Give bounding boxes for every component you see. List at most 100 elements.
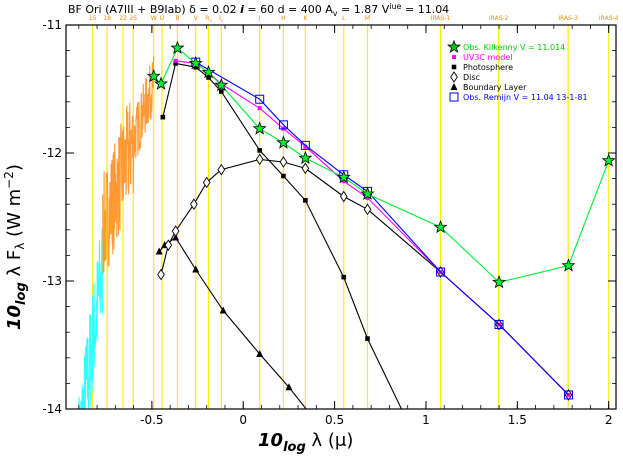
- series-layer: [146, 40, 616, 409]
- y-axis-label: 10log λ Fλ (W m−2): [2, 164, 29, 330]
- band-label-17: IRAS-3: [558, 15, 578, 22]
- y-tick-label-0: -14: [42, 402, 62, 416]
- series-4-point-7: [494, 320, 504, 330]
- series-4-point-6: [436, 267, 446, 277]
- iue-spectrum: [78, 55, 155, 409]
- series-5-point-11: [433, 219, 448, 234]
- y-label-exp: −2: [2, 171, 16, 189]
- series-5-point-14: [601, 153, 616, 167]
- title-i-value: = 60 d = 400 A: [244, 3, 333, 16]
- x-tick-label-2: 0.5: [325, 413, 344, 427]
- series-2-point-0: [160, 114, 166, 120]
- band-label-1: 18: [103, 15, 111, 22]
- y-label-close: ): [4, 164, 25, 171]
- series-0-point-6: [285, 383, 293, 391]
- plot-border: [65, 24, 617, 410]
- series-5-point-8: [298, 150, 313, 165]
- series-1-point-10: [363, 203, 372, 216]
- x-tick-label-1: 0: [239, 413, 247, 427]
- band-label-10: J: [258, 15, 261, 22]
- series-3-point-0: [173, 58, 178, 63]
- legend-label-0: Obs. Kilkenny V = 11.014: [463, 43, 565, 52]
- series-0-point-3: [192, 265, 200, 273]
- series-1-point-7: [279, 156, 288, 168]
- series-5-point-2: [170, 40, 185, 54]
- series-5-point-0: [146, 68, 161, 83]
- band-label-15: IRAS-1: [431, 15, 451, 22]
- series-2-point-4: [219, 89, 224, 94]
- band-lines: 15 18 22 25 W U B V Rc Ic J H K L M IRAS-1 IRAS-2 IRAS-3 I…: [89, 15, 619, 409]
- x-tick-label-4: 1.5: [508, 413, 527, 427]
- legend-label-4: Boundary Layer: [463, 83, 527, 92]
- chart-title: BF Ori (A7III + B9Iab) δ = 0.02 i = 60 d…: [68, 2, 449, 18]
- series-5-point-6: [252, 121, 267, 135]
- series-1-point-2: [171, 225, 180, 237]
- series-5-point-9: [336, 169, 351, 184]
- series-1-point-6: [255, 153, 264, 166]
- series-1-point-9: [339, 190, 348, 203]
- title-av-value: = 1.87 V: [338, 3, 390, 16]
- series-0-point-5: [256, 349, 264, 357]
- series-3-point-11: [566, 392, 571, 397]
- title-viue-sup: iue: [389, 2, 401, 11]
- series-4-point-1: [255, 94, 265, 104]
- x-tick-label-5: 2: [605, 413, 613, 427]
- legend-label-3: Disc: [463, 73, 480, 82]
- title-viue-value: = 11.04: [401, 3, 449, 16]
- series-1-point-1: [164, 239, 173, 251]
- series-1-point-3: [190, 198, 198, 211]
- band-label-13: L: [342, 15, 346, 22]
- y-label-unit: (W m: [4, 189, 25, 243]
- series-4-point-3: [300, 140, 310, 150]
- x-label-rest: λ (μ): [306, 430, 354, 451]
- series-3-point-7: [341, 179, 346, 184]
- series-2-point-1: [173, 61, 178, 66]
- band-label-5: U: [160, 15, 164, 22]
- iue-long-trace: [102, 55, 155, 275]
- series-2-point-3: [206, 75, 211, 80]
- x-tick-label-3: 1: [422, 413, 430, 427]
- x-axis-label: 10log λ (μ): [258, 430, 353, 455]
- y-label-base: 10: [4, 305, 25, 330]
- x-label-base: 10: [258, 430, 283, 451]
- legend-marker-4: [450, 83, 458, 90]
- band-label-14: M: [365, 15, 370, 22]
- y-tick-label-1: -13: [42, 274, 62, 288]
- series-0-point-0: [155, 247, 163, 255]
- series-5-point-12: [492, 274, 507, 289]
- series-4-point-8: [563, 390, 573, 400]
- band-label-3: 25: [129, 15, 137, 22]
- y-tick-label-3: -11: [42, 18, 62, 32]
- series-2-point-2: [193, 64, 199, 70]
- series-3-point-8: [365, 195, 370, 200]
- band-label-18: IRAS-4: [599, 15, 619, 22]
- band-label-0: 15: [89, 15, 97, 22]
- series-line-1: [160, 158, 569, 396]
- series-5-point-4: [201, 65, 216, 79]
- band-label-16: IRAS-2: [489, 15, 509, 22]
- band-label-12: K: [303, 15, 308, 22]
- title-av-sub: v: [333, 9, 338, 18]
- plot-frame: [65, 24, 617, 410]
- series-5-point-7: [276, 135, 291, 149]
- series-3-point-6: [303, 144, 308, 149]
- band-label-8: Rc: [205, 15, 212, 24]
- band-label-7: V: [194, 15, 199, 22]
- series-4-point-2: [278, 120, 288, 130]
- title-prefix: BF Ori (A7III + B9Iab) δ = 0.02: [68, 3, 240, 16]
- series-5-point-13: [561, 258, 576, 272]
- band-label-11: H: [281, 15, 286, 22]
- series-2-point-9: [365, 336, 370, 341]
- legend-marker-5: [449, 92, 459, 102]
- band-label-6: B: [175, 15, 179, 22]
- y-label-sub: λ: [13, 243, 27, 250]
- series-5-point-5: [214, 77, 229, 92]
- series-5-point-1: [154, 76, 168, 90]
- series-5-point-10: [360, 186, 375, 200]
- series-5-point-3: [188, 56, 203, 70]
- band-label-2: 22: [119, 15, 127, 22]
- band-label-4: W: [151, 15, 157, 22]
- legend-marker-1: [452, 55, 456, 59]
